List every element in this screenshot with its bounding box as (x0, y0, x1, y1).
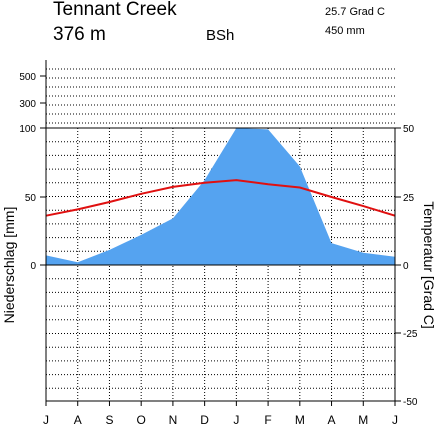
temp-tick-label-neg50: -50 (403, 397, 418, 408)
precip-tick-label-0: 0 (30, 261, 36, 272)
station-name: Tennant Creek (53, 0, 177, 20)
month-label: A (74, 413, 82, 427)
month-label: J (43, 413, 49, 427)
temp-tick-label-25: 25 (403, 193, 415, 204)
annual-precipitation: 450 mm (325, 25, 365, 37)
precip-tick-label-300: 300 (19, 99, 36, 110)
month-label: S (105, 413, 113, 427)
mean-temperature: 25.7 Grad C (325, 6, 385, 18)
month-label: O (137, 413, 146, 427)
month-label: D (200, 413, 209, 427)
month-label: M (295, 413, 305, 427)
month-label: F (264, 413, 271, 427)
month-label: N (169, 413, 178, 427)
month-label: A (328, 413, 336, 427)
month-label: J (233, 413, 239, 427)
temp-tick-label-neg25: -25 (403, 329, 418, 340)
y-axis-label-right: Temperatur [Grad C] (421, 201, 437, 329)
climate-class: BSh (206, 27, 234, 44)
temp-tick-label-50: 50 (403, 124, 415, 135)
precip-tick-label-100: 100 (19, 124, 36, 135)
precipitation-area (46, 128, 395, 265)
month-label: M (358, 413, 368, 427)
precip-tick-label-500: 500 (19, 72, 36, 83)
temp-tick-label-0: 0 (403, 261, 409, 272)
precip-tick-label-50: 50 (25, 193, 37, 204)
month-label: J (392, 413, 398, 427)
station-elevation: 376 m (53, 24, 106, 45)
temperature-line (45, 179, 396, 217)
y-axis-label-left: Niederschlag [mm] (1, 207, 17, 324)
